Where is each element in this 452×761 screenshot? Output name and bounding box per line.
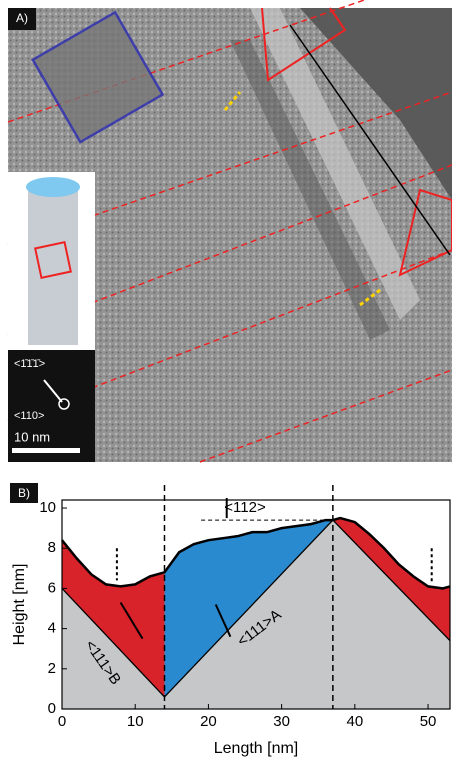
panel-label: A) bbox=[16, 11, 28, 25]
annotation: <112> bbox=[224, 499, 266, 516]
panel-b: 0 10 20 30 40 50 0 2 4 6 8 10 Length [nm] Height [nm]… bbox=[10, 483, 450, 757]
x-tick-label: 0 bbox=[58, 713, 66, 730]
x-tick-label: 40 bbox=[346, 713, 363, 730]
y-tick-label: 4 bbox=[48, 620, 56, 637]
x-tick-label: 30 bbox=[273, 713, 290, 730]
y-tick-label: 2 bbox=[48, 660, 56, 677]
x-tick-label: 20 bbox=[200, 713, 217, 730]
panel-a: A) <1̄1̄1̄> <110> 10 nm bbox=[8, 0, 452, 462]
direction-label: <110> bbox=[14, 410, 44, 422]
direction-label: <1̄1̄1̄> bbox=[14, 358, 45, 370]
figure: A) <1̄1̄1̄> <110> 10 nm 0 10 20 30 40 50 0 2 4 6 8… bbox=[0, 0, 452, 761]
y-axis-label: Height [nm] bbox=[11, 564, 28, 646]
y-tick-label: 8 bbox=[48, 539, 56, 556]
y-tick-label: 10 bbox=[39, 499, 56, 516]
page: A) <1̄1̄1̄> <110> 10 nm 0 10 20 30 40 50 0 2 4 6 8… bbox=[0, 0, 452, 761]
nanowire bbox=[28, 185, 78, 345]
x-axis-label: Length [nm] bbox=[214, 740, 299, 757]
x-tick-label: 50 bbox=[420, 713, 437, 730]
nanowire-top bbox=[26, 177, 80, 197]
panel-label: B) bbox=[18, 486, 30, 500]
scale-bar bbox=[12, 448, 80, 453]
y-tick-label: 0 bbox=[48, 700, 56, 717]
scale-bar-label: 10 nm bbox=[14, 429, 50, 444]
x-tick-label: 10 bbox=[127, 713, 144, 730]
y-tick-label: 6 bbox=[48, 579, 56, 596]
